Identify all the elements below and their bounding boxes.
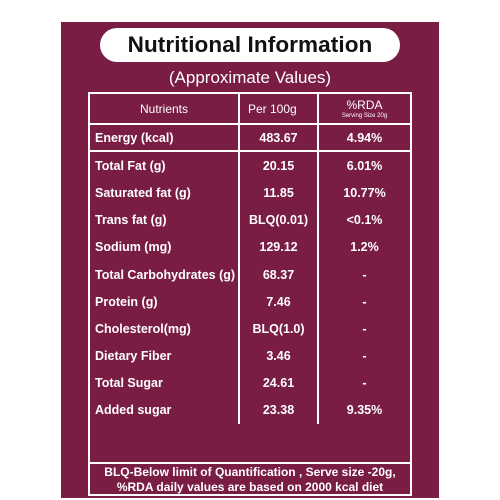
per-100g-value: BLQ(1.0) <box>240 315 319 343</box>
table-row: Total Carbohydrates (g) 68.37 - <box>90 260 410 289</box>
nutrition-label-panel <box>61 22 439 498</box>
nutrient-name: Sodium (mg) <box>90 233 240 261</box>
per-100g-value: BLQ(0.01) <box>240 206 319 234</box>
per-100g-value: 20.15 <box>240 152 319 180</box>
rda-value: 6.01% <box>346 158 383 173</box>
per-100g-value: 129.12 <box>240 233 319 261</box>
footnote: BLQ-Below limit of Quantification , Serv… <box>88 464 412 496</box>
rda-value: - <box>362 321 367 336</box>
nutrient-name: Total Sugar <box>90 369 240 397</box>
per-100g-value: 24.61 <box>240 369 319 397</box>
rda-value: - <box>362 376 367 391</box>
table-row: Protein (g) 7.46 - <box>90 288 410 316</box>
footnote-line-1: BLQ-Below limit of Quantification , Serv… <box>104 465 396 479</box>
nutrient-name: Total Carbohydrates (g) <box>90 260 240 289</box>
per-100g-value: 483.67 <box>240 125 319 151</box>
per-100g-value: 3.46 <box>240 342 319 370</box>
subtitle: (Approximate Values) <box>168 68 332 87</box>
nutrient-name: Saturated fat (g) <box>90 179 240 207</box>
rda-value: <0.1% <box>346 213 383 228</box>
nutrient-name: Dietary Fiber <box>90 342 240 370</box>
nutrient-name: Total Fat (g) <box>90 152 240 180</box>
per-100g-value: 7.46 <box>240 288 319 316</box>
nutrient-name: Protein (g) <box>90 288 240 316</box>
rda-value: 1.2% <box>350 240 379 255</box>
table-row: Sodium (mg) 129.12 1.2% <box>90 233 410 261</box>
table-row: Added sugar 23.38 9.35% <box>90 396 410 425</box>
nutrition-table: Nutrients Per 100g %RDA Serving Size 20g… <box>88 92 412 464</box>
table-header: Nutrients Per 100g %RDA Serving Size 20g <box>90 94 410 125</box>
table-row: Cholesterol(mg) BLQ(1.0) - <box>90 315 410 343</box>
per-100g-value: 23.38 <box>240 396 319 425</box>
rda-value: - <box>362 267 367 282</box>
footnote-line-2: %RDA daily values are based on 2000 kcal… <box>116 480 384 494</box>
table-row: Dietary Fiber 3.46 - <box>90 342 410 370</box>
rda-value: 9.35% <box>346 403 383 418</box>
table-row: Energy (kcal) 483.67 4.94% <box>90 125 410 153</box>
nutrient-name: Energy (kcal) <box>90 125 240 151</box>
nutrient-name: Added sugar <box>90 396 240 425</box>
rda-value: - <box>362 294 367 309</box>
per-100g-value: 68.37 <box>240 260 319 289</box>
per-100g-value: 11.85 <box>240 179 319 207</box>
table-body: Energy (kcal) 483.67 4.94% Total Fat (g)… <box>90 125 410 425</box>
table-row: Total Sugar 24.61 - <box>90 369 410 397</box>
table-row: Trans fat (g) BLQ(0.01) <0.1% <box>90 206 410 234</box>
nutrient-name: Cholesterol(mg) <box>90 315 240 343</box>
header-nutrients: Nutrients <box>90 94 240 123</box>
rda-value: 10.77% <box>343 185 386 200</box>
header-rda-label: %RDA <box>346 97 383 112</box>
header-per-100g: Per 100g <box>240 94 319 123</box>
rda-value: - <box>362 349 367 364</box>
header-rda: %RDA Serving Size 20g <box>319 94 410 123</box>
header-rda-note: Serving Size 20g <box>341 112 388 119</box>
nutrient-name: Trans fat (g) <box>90 206 240 234</box>
rda-value: 4.94% <box>346 130 383 145</box>
table-row: Total Fat (g) 20.15 6.01% <box>90 152 410 180</box>
page-title: Nutritional Information <box>127 32 373 57</box>
title-banner: Nutritional Information <box>100 28 400 62</box>
table-row: Saturated fat (g) 11.85 10.77% <box>90 179 410 207</box>
